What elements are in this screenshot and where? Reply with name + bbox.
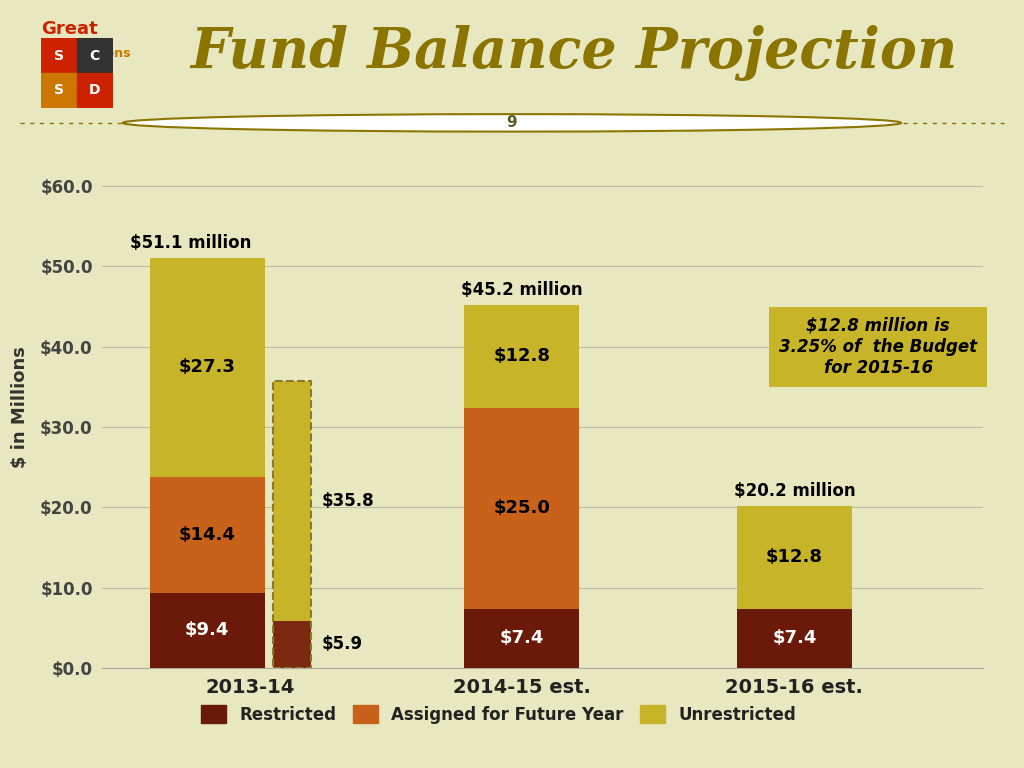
Text: Fund Balance Projection: Fund Balance Projection	[189, 25, 957, 81]
Text: $9.4: $9.4	[185, 621, 229, 640]
Bar	[273, 380, 311, 668]
Bar	[150, 477, 265, 593]
Text: S: S	[54, 48, 63, 63]
Circle shape	[123, 114, 901, 131]
Bar	[77, 73, 113, 108]
Text: $20.2 million: $20.2 million	[733, 482, 855, 500]
Text: $12.8: $12.8	[766, 548, 823, 566]
Text: C: C	[89, 48, 100, 63]
Text: $27.3: $27.3	[179, 358, 236, 376]
Text: D: D	[89, 83, 100, 98]
Bar	[273, 621, 311, 668]
Bar	[464, 305, 580, 408]
Text: $7.4: $7.4	[500, 630, 544, 647]
Text: $7.4: $7.4	[772, 630, 816, 647]
Bar	[150, 593, 265, 668]
Text: $25.0: $25.0	[494, 499, 550, 518]
Bar	[464, 408, 580, 609]
Text: 9: 9	[507, 115, 517, 131]
Text: $51.1 million: $51.1 million	[130, 234, 251, 252]
Bar	[273, 380, 311, 621]
Text: Expectations: Expectations	[41, 47, 131, 60]
Text: $5.9: $5.9	[322, 635, 362, 654]
Bar	[41, 73, 77, 108]
Text: Great: Great	[41, 20, 97, 38]
Text: $35.8: $35.8	[322, 492, 374, 510]
Legend: Restricted, Assigned for Future Year, Unrestricted: Restricted, Assigned for Future Year, Un…	[195, 699, 803, 730]
Bar	[464, 609, 580, 668]
Text: 2012 - 2017: 2012 - 2017	[42, 69, 101, 79]
Text: $14.4: $14.4	[179, 526, 236, 544]
Text: $12.8 million is
3.25% of  the Budget
for 2015-16: $12.8 million is 3.25% of the Budget for…	[779, 317, 977, 376]
Text: $45.2 million: $45.2 million	[461, 281, 583, 300]
Bar	[77, 38, 113, 73]
Bar	[41, 38, 77, 73]
Text: $12.8: $12.8	[494, 347, 550, 366]
Bar	[736, 506, 852, 609]
Bar	[150, 257, 265, 477]
Bar	[736, 609, 852, 668]
Text: S: S	[54, 83, 63, 98]
Y-axis label: $ in Millions: $ in Millions	[11, 346, 29, 468]
